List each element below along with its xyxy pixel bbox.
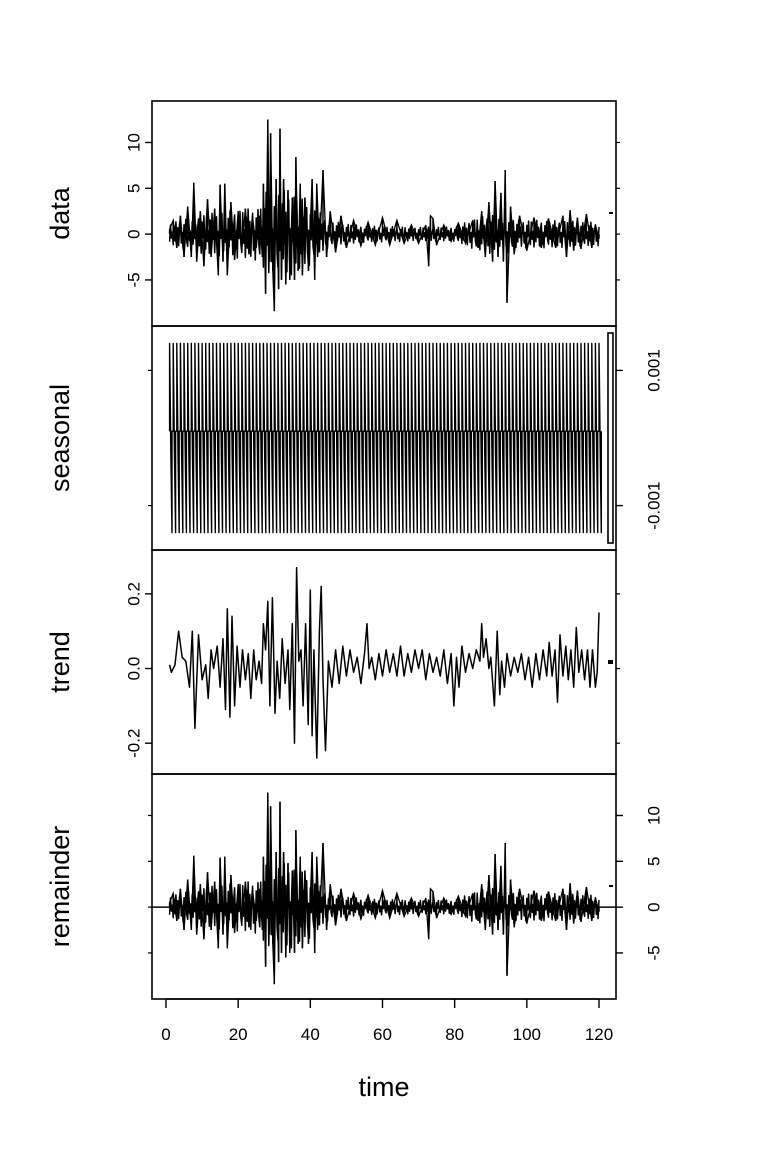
- x-tick-label: 100: [513, 1025, 541, 1044]
- y-tick-label-trend: 0.2: [124, 582, 143, 606]
- panel-label-remainder: remainder: [45, 826, 75, 948]
- x-tick-label: 20: [229, 1025, 248, 1044]
- series-line-remainder: [168, 792, 600, 985]
- x-axis-title: time: [358, 1072, 409, 1102]
- panel-label-trend: trend: [45, 631, 75, 693]
- scale-bar-trend: [608, 660, 613, 664]
- y-tick-label-remainder: 5: [644, 857, 663, 866]
- x-tick-label: 40: [301, 1025, 320, 1044]
- y-tick-label-trend: -0.2: [124, 729, 143, 758]
- y-tick-label-trend: 0.0: [124, 657, 143, 681]
- y-tick-label-data: 0: [124, 229, 143, 238]
- x-axis: 0 20 40 60 80 100 120: [161, 998, 613, 1044]
- y-tick-label-remainder: -5: [644, 945, 663, 960]
- scale-bar-seasonal: [607, 332, 614, 544]
- y-tick-label-remainder: 10: [644, 806, 663, 825]
- series-line-trend: [168, 566, 600, 759]
- scale-bars: [607, 212, 614, 887]
- panel-label-data: data: [45, 186, 75, 240]
- y-tick-label-seasonal: 0.001: [644, 349, 663, 392]
- y-tick-label-data: 5: [124, 184, 143, 193]
- x-tick-label: 60: [373, 1025, 392, 1044]
- x-tick-label: 80: [445, 1025, 464, 1044]
- y-tick-label-seasonal: -0.001: [644, 481, 663, 529]
- y-tick-label-data: 10: [124, 133, 143, 152]
- x-tick-label: 0: [161, 1025, 170, 1044]
- panel-label-seasonal: seasonal: [45, 384, 75, 492]
- series-line-seasonal: [168, 342, 602, 534]
- y-tick-label-remainder: 0: [644, 902, 663, 911]
- x-tick-label: 120: [585, 1025, 613, 1044]
- series-line-data: [168, 119, 600, 312]
- panel-trend: 0.2 0.0 -0.2 trend: [45, 549, 620, 775]
- y-tick-label-data: -5: [124, 272, 143, 287]
